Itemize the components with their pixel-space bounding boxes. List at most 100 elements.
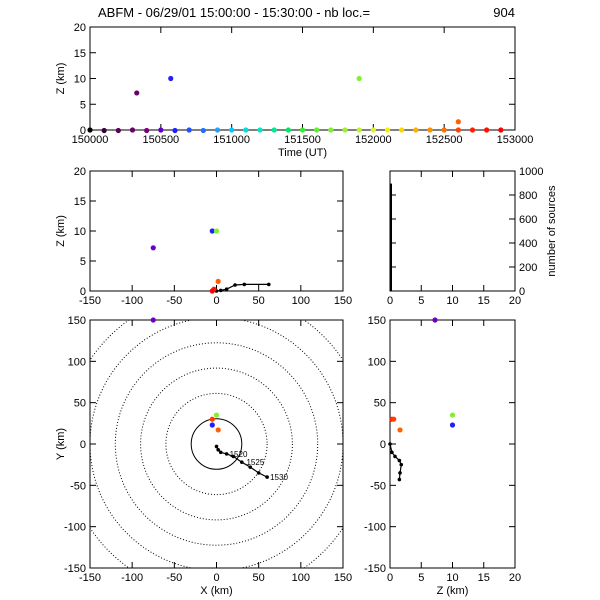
source-point — [129, 127, 136, 133]
plot-frame — [389, 170, 516, 292]
storm-track-point — [224, 287, 229, 292]
x-height-panel: -150 -100 -50 0 50 100 150 0 5 10 15 20 Z (km) — [55, 166, 352, 307]
source-point — [150, 317, 156, 323]
y-tick-label: 1000 — [519, 166, 543, 178]
x-axis-label: X (km) — [200, 585, 232, 597]
source-point — [186, 127, 192, 133]
source-point — [115, 127, 121, 134]
storm-track-point — [248, 465, 253, 469]
y-tick-label: 10 — [74, 74, 86, 86]
storm-track-point — [399, 462, 404, 467]
source-point — [399, 127, 405, 133]
y-tick-label: 800 — [519, 190, 537, 202]
source-point — [101, 127, 107, 134]
range-ring — [190, 418, 243, 470]
x-tick-label: 50 — [253, 572, 265, 584]
plot-frame — [89, 319, 344, 569]
plan-view-panel: -150 -100 -50 0 50 100 150 -150 -100 -50 0 50 100 150… — [55, 315, 352, 597]
storm-track-point — [266, 282, 271, 287]
storm-track-point — [224, 452, 229, 456]
source-point — [158, 127, 164, 133]
y-axis-label: Z (km) — [55, 63, 67, 95]
range-ring — [114, 342, 319, 546]
source-point — [484, 127, 490, 133]
x-tick-label: 0 — [387, 572, 393, 584]
y-tick-label: 50 — [374, 398, 386, 410]
x-tick-label: 20 — [509, 295, 521, 307]
source-point — [314, 127, 320, 133]
storm-track-point — [393, 454, 397, 459]
x-tick-label: 20 — [509, 572, 521, 584]
storm-track-point — [216, 447, 220, 452]
x-tick-label: 10 — [446, 295, 458, 307]
y-tick-label: 100 — [368, 356, 386, 368]
y-tick-label: 100 — [68, 356, 86, 368]
storm-track-point — [218, 450, 223, 455]
source-point — [87, 127, 93, 133]
source-point — [200, 127, 206, 134]
storm-track-point — [388, 442, 392, 446]
y-tick-label: 200 — [519, 262, 537, 274]
y-tick-label: 0 — [380, 439, 386, 451]
x-tick-label: 5 — [418, 295, 424, 307]
time-height-panel: 150000 150500 151000 151500 152000 152500 1530… — [55, 22, 533, 159]
source-point — [342, 127, 348, 133]
source-point — [413, 127, 419, 133]
source-count: 904 — [493, 5, 515, 20]
x-tick-label: 15 — [478, 295, 490, 307]
x-tick-label: -100 — [121, 572, 143, 584]
storm-track-point — [397, 458, 402, 463]
y-tick-label: 600 — [519, 214, 537, 226]
x-tick-label: -150 — [79, 572, 101, 584]
x-axis-label: Time (UT) — [278, 147, 327, 159]
x-tick-label: 0 — [213, 572, 219, 584]
storm-track-point — [231, 454, 236, 459]
source-point — [215, 278, 221, 284]
y-tick-label: 150 — [68, 315, 86, 327]
source-point — [271, 127, 277, 133]
y-tick-label: 50 — [74, 398, 86, 410]
range-ring — [165, 392, 268, 496]
y-tick-label: 10 — [74, 226, 86, 238]
x-tick-label: 150000 — [72, 134, 109, 146]
source-point — [370, 127, 376, 133]
storm-track-point — [240, 460, 244, 464]
y-tick-label: -50 — [70, 480, 86, 492]
storm-track-point — [233, 283, 237, 287]
y-tick-label: 0 — [80, 439, 86, 451]
x-tick-label: 150500 — [142, 134, 179, 146]
height-y-panel: 0 5 10 15 20 -150 -100 -50 0 50 100 150 Z (km) — [364, 315, 521, 597]
x-tick-label: 152500 — [426, 134, 463, 146]
source-point — [449, 422, 456, 428]
y-axis-label: Y (km) — [55, 428, 67, 460]
storm-track-line — [216, 283, 269, 292]
storm-track-point — [390, 450, 394, 455]
plot-frame — [389, 319, 516, 569]
x-tick-label: 0 — [213, 295, 219, 307]
x-tick-label: 100 — [292, 572, 310, 584]
x-tick-label: -100 — [121, 295, 143, 307]
x-tick-label: -50 — [166, 295, 182, 307]
y-tick-label: 5 — [80, 99, 86, 111]
source-point — [455, 119, 461, 125]
storm-track-point — [242, 282, 247, 287]
x-tick-label: -50 — [166, 572, 182, 584]
y-tick-label: 0 — [80, 286, 86, 298]
range-ring — [90, 320, 343, 568]
source-point — [299, 127, 306, 133]
x-tick-label: 5 — [418, 572, 424, 584]
y-tick-label: 15 — [74, 196, 86, 208]
track-time-label: 1530 — [270, 473, 288, 482]
source-point — [449, 412, 456, 418]
source-point — [441, 127, 447, 133]
source-point — [391, 416, 397, 422]
source-point — [213, 228, 220, 234]
source-point — [215, 427, 221, 433]
y-axis-label: Z (km) — [55, 215, 67, 247]
y-tick-label: -50 — [370, 480, 386, 492]
y-tick-label: 400 — [519, 238, 537, 250]
source-point — [144, 127, 150, 134]
y-axis-label: number of sources — [546, 185, 558, 277]
storm-track-point — [256, 471, 261, 475]
